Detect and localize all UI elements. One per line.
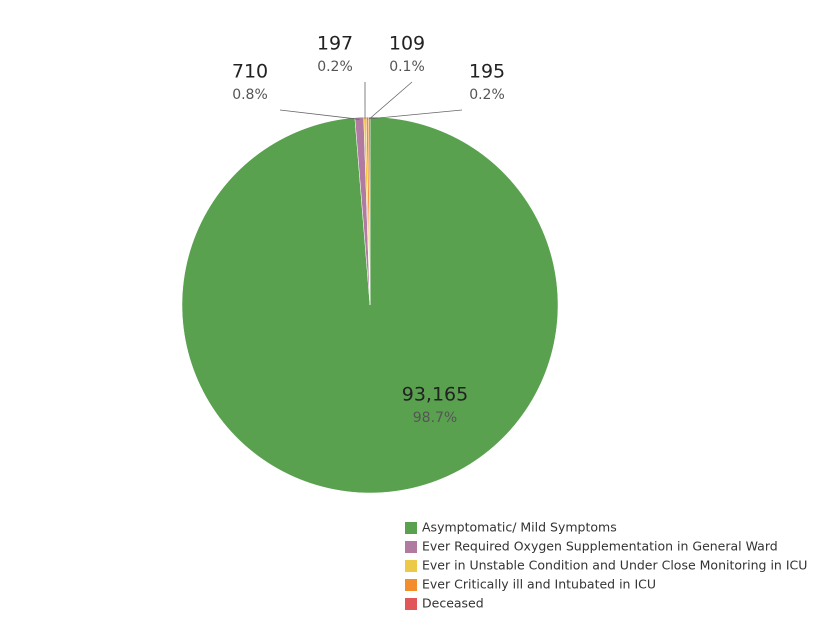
leader-line bbox=[369, 82, 412, 119]
value-label: 93,165 bbox=[402, 384, 468, 406]
percent-label: 0.8% bbox=[232, 87, 268, 103]
legend-swatch bbox=[405, 579, 417, 591]
value-label: 109 bbox=[389, 33, 425, 55]
legend-label: Ever Critically ill and Intubated in ICU bbox=[422, 577, 656, 592]
value-label: 197 bbox=[317, 33, 353, 55]
legend-swatch bbox=[405, 560, 417, 572]
legend-swatch bbox=[405, 541, 417, 553]
percent-label: 0.2% bbox=[469, 87, 505, 103]
percent-label: 0.1% bbox=[389, 59, 425, 75]
legend-label: Deceased bbox=[422, 596, 484, 611]
percent-label: 0.2% bbox=[317, 59, 353, 75]
legend-label: Asymptomatic/ Mild Symptoms bbox=[422, 520, 617, 535]
leader-line bbox=[280, 110, 359, 119]
value-label: 195 bbox=[469, 61, 505, 83]
value-label: 710 bbox=[232, 61, 268, 83]
percent-label: 98.7% bbox=[413, 410, 457, 426]
legend-label: Ever Required Oxygen Supplementation in … bbox=[422, 539, 778, 554]
legend-swatch bbox=[405, 598, 417, 610]
legend-label: Ever in Unstable Condition and Under Clo… bbox=[422, 558, 807, 573]
leader-line bbox=[367, 110, 462, 119]
legend-swatch bbox=[405, 522, 417, 534]
